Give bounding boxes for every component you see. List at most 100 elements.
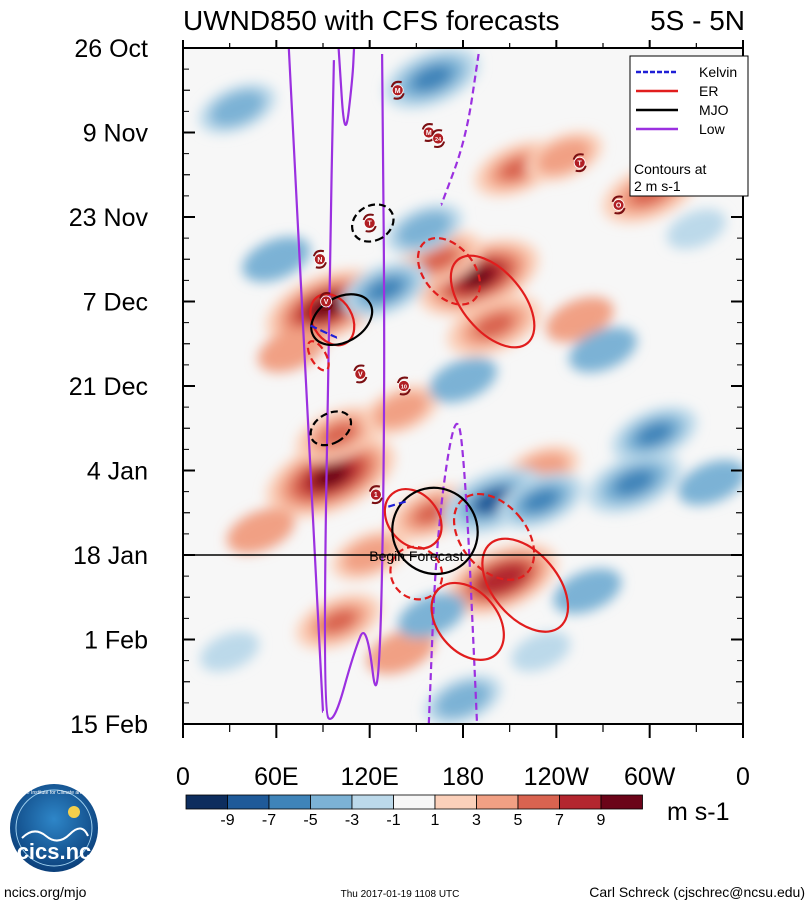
y-tick-label: 21 Dec xyxy=(69,373,148,401)
anomaly-blob xyxy=(613,469,655,496)
storm-label: 10 xyxy=(401,385,407,391)
anomaly-blob xyxy=(242,236,311,282)
anomaly-blob xyxy=(553,568,622,614)
logo-wave xyxy=(21,827,89,842)
logo-text: cics.nc xyxy=(17,839,92,864)
storm-dot xyxy=(391,84,404,97)
anomaly-blob xyxy=(547,145,581,168)
colorbar-unit: m s-1 xyxy=(667,798,730,826)
storm-arm xyxy=(390,80,405,100)
anomaly-blob xyxy=(677,460,743,506)
storm-arm xyxy=(572,153,587,173)
er-contour xyxy=(383,488,443,550)
y-tick-label: 26 Oct xyxy=(74,35,148,63)
footer-timestamp: Thu 2017-01-19 1108 UTC xyxy=(341,889,460,900)
storm-label: M xyxy=(395,88,401,95)
storm-marker: V xyxy=(353,364,368,384)
colorbar-label: -9 xyxy=(220,812,234,829)
colorbar-swatch xyxy=(393,794,436,810)
x-tick-label: 0 xyxy=(736,763,750,791)
storm-arm xyxy=(611,195,626,215)
anomaly-blob xyxy=(636,422,673,447)
x-tick-label: 60E xyxy=(254,763,298,791)
y-tick-label: 4 Jan xyxy=(87,458,148,486)
anomaly-blob xyxy=(421,247,458,272)
colorbar-swatch xyxy=(227,794,270,810)
cics-logo: Cooperative Institute for Climate and Sa… xyxy=(3,784,106,872)
storm-marker: M xyxy=(390,80,405,100)
storm-label: 1 xyxy=(374,492,378,499)
x-tick-label: 120E xyxy=(340,763,398,791)
er-contour xyxy=(481,537,570,633)
er-contour xyxy=(430,581,505,661)
footer-website: ncics.org/mjo xyxy=(4,884,87,900)
anomaly-blob xyxy=(666,209,726,250)
storm-marker: T xyxy=(572,153,587,173)
anomaly-blob xyxy=(429,357,497,403)
storm-label: M xyxy=(426,130,432,137)
anomaly-blob xyxy=(313,465,349,488)
storm-arm xyxy=(312,249,327,269)
y-tick-label: 18 Jan xyxy=(73,542,148,570)
colorbar-swatch xyxy=(600,794,643,810)
anomaly-blob xyxy=(220,97,254,120)
colorbar-swatch xyxy=(434,794,477,810)
y-tick-label: 1 Feb xyxy=(84,627,148,655)
logo-ring-text: Cooperative Institute for Climate and Sa… xyxy=(3,790,106,796)
storm-label: N xyxy=(317,257,322,264)
kelvin-contour xyxy=(387,499,409,508)
storm-dot xyxy=(397,380,410,392)
colorbar-label: 9 xyxy=(597,812,606,829)
anomaly-blob xyxy=(511,631,571,672)
storm-dot xyxy=(354,368,367,380)
storm-arm xyxy=(353,364,368,384)
storm-arm xyxy=(396,376,411,396)
anomaly-blob xyxy=(545,297,614,343)
colorbar-swatch xyxy=(559,794,602,810)
storm-marker: 24 xyxy=(431,129,446,148)
legend-label: Kelvin xyxy=(699,64,737,80)
anomaly-blob xyxy=(320,422,357,447)
low-contour xyxy=(440,53,480,206)
anomaly-blob xyxy=(257,327,326,373)
colorbar-label: -1 xyxy=(386,812,400,829)
storm-label: T xyxy=(578,160,583,167)
kelvin-contour xyxy=(310,324,339,339)
storm-label: V xyxy=(358,372,363,379)
colorbar-label: 5 xyxy=(514,812,523,829)
er-contour xyxy=(449,254,536,349)
anomaly-field xyxy=(199,48,743,724)
anomaly-blob xyxy=(366,277,404,302)
storm-arm xyxy=(431,129,446,148)
storm-arm xyxy=(319,292,334,311)
storm-marker: N xyxy=(312,249,327,269)
colorbar-label: -5 xyxy=(303,812,317,829)
er-contour xyxy=(416,236,482,306)
colorbar-swatch xyxy=(185,794,228,810)
storm-arm xyxy=(362,213,377,233)
anomaly-blob xyxy=(309,297,343,318)
low-contour xyxy=(337,48,356,126)
storm-label: V xyxy=(324,299,329,306)
legend: Kelvin ER MJO Low Contours at2 m s-1 xyxy=(629,55,749,197)
anomaly-blob xyxy=(473,312,515,339)
colorbar-swatch xyxy=(351,794,394,810)
footer-author: Carl Schreck (cjschrec@ncsu.edu) xyxy=(589,884,805,900)
anomaly-blob xyxy=(200,631,260,672)
x-tick-label: 180 xyxy=(442,763,484,791)
storm-label: T xyxy=(368,221,373,228)
storm-dot xyxy=(432,132,445,145)
logo-globe xyxy=(10,784,98,872)
colorbar-label: -7 xyxy=(262,812,276,829)
colorbar-label: 7 xyxy=(555,812,564,829)
legend-note: Contours at xyxy=(634,161,706,177)
colorbar-swatch xyxy=(517,794,560,810)
storm-marker: V xyxy=(319,292,334,311)
colorbar-label: -3 xyxy=(345,812,359,829)
colorbar-label: 3 xyxy=(472,812,481,829)
region-label: 5S - 5N xyxy=(650,5,745,36)
y-tick-label: 9 Nov xyxy=(83,120,149,148)
storm-dot xyxy=(313,253,326,266)
anomaly-blob xyxy=(522,488,560,513)
storm-dot xyxy=(363,217,376,229)
